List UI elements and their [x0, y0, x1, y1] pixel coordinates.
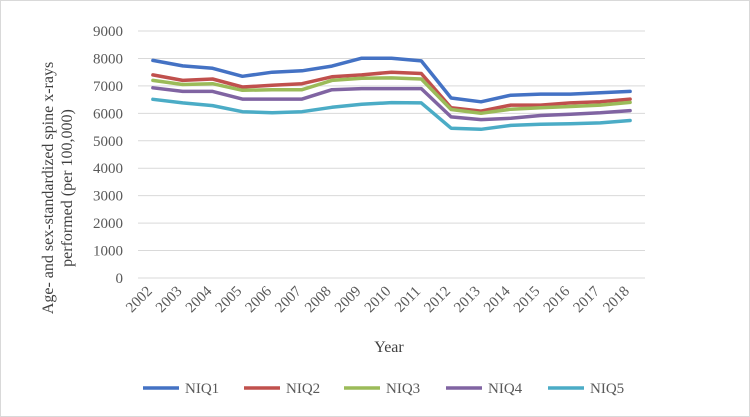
legend-label: NIQ5: [590, 381, 624, 397]
x-tick-label: 2015: [511, 284, 544, 317]
x-tick-label: 2014: [481, 283, 514, 316]
legend-item-niq5: NIQ5: [548, 381, 624, 397]
x-tick-label: 2004: [183, 283, 216, 316]
y-axis-title-line-1: Age- and sex-standardized spine x-rays: [40, 62, 57, 314]
series-lines: [151, 56, 632, 132]
y-tick-label: 1000: [93, 244, 123, 260]
y-tick-label: 4000: [93, 161, 123, 177]
y-tick-label: 5000: [93, 134, 123, 150]
y-axis-title-line-2: performed (per 100,000): [59, 109, 76, 267]
legend: NIQ1 NIQ2 NIQ3 NIQ4 NIQ5: [143, 381, 624, 397]
y-tick-label: 7000: [93, 79, 123, 95]
series-line-niq4: [151, 86, 632, 122]
y-tick-label: 3000: [93, 189, 123, 205]
x-tick-label: 2012: [421, 284, 454, 317]
y-tick-label: 6000: [93, 106, 123, 122]
legend-item-niq2: NIQ2: [244, 381, 320, 397]
x-tick-label: 2005: [213, 284, 246, 317]
x-tick-label: 2013: [451, 284, 484, 317]
x-tick-label: 2011: [392, 284, 424, 316]
legend-label: NIQ1: [185, 381, 219, 397]
series-line-niq3: [151, 76, 632, 116]
x-tick-label: 2003: [153, 284, 186, 317]
y-tick-label: 2000: [93, 216, 123, 232]
x-axis-ticks: 2002200320042005200620072008200920102011…: [123, 283, 633, 316]
legend-item-niq1: NIQ1: [143, 381, 219, 397]
x-tick-label: 2010: [362, 284, 395, 317]
x-tick-label: 2008: [302, 284, 335, 317]
legend-item-niq4: NIQ4: [446, 381, 523, 397]
x-tick-label: 2018: [600, 284, 633, 317]
y-tick-label: 8000: [93, 51, 123, 67]
legend-label: NIQ3: [386, 381, 420, 397]
x-tick-label: 2007: [272, 283, 305, 316]
y-tick-label: 9000: [93, 24, 123, 40]
series-line-niq1: [151, 56, 632, 104]
x-tick-label: 2002: [123, 284, 156, 317]
y-axis-ticks: 0 1000 2000 3000 4000 5000 6000 7000 8000 9000: [93, 24, 123, 287]
legend-item-niq3: NIQ3: [344, 381, 420, 397]
legend-label: NIQ2: [286, 381, 320, 397]
series-line-niq2: [151, 70, 632, 113]
x-tick-label: 2017: [571, 283, 604, 316]
legend-label: NIQ4: [488, 381, 523, 397]
x-axis-title: Year: [374, 339, 404, 356]
y-tick-label: 0: [116, 271, 124, 287]
x-tick-label: 2016: [541, 283, 574, 316]
x-tick-label: 2006: [243, 283, 276, 316]
x-tick-label: 2009: [332, 284, 365, 317]
series-line-niq5: [151, 97, 632, 132]
